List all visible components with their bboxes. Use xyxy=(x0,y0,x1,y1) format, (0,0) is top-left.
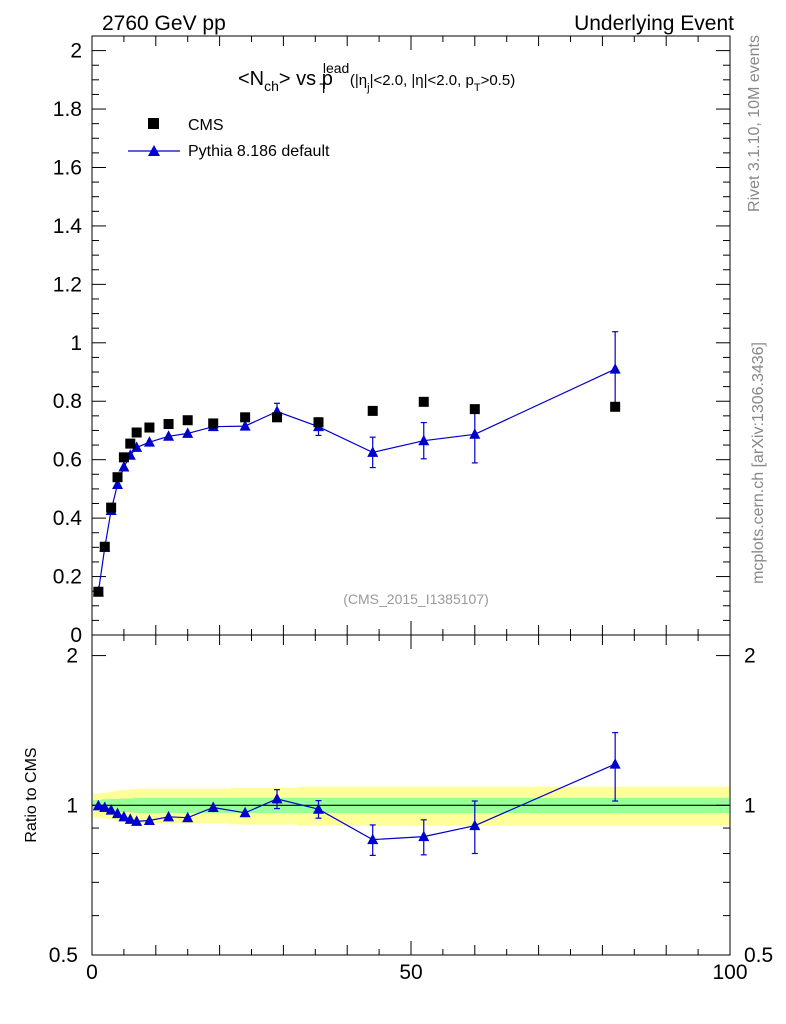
ratio-tick-label-right: 0.5 xyxy=(744,944,773,967)
y-tick-label: 0.2 xyxy=(53,566,82,589)
legend-pythia-marker xyxy=(148,145,160,156)
pythia-point xyxy=(131,441,143,452)
pythia-point xyxy=(182,427,194,438)
pythia-point xyxy=(112,478,124,490)
legend-pythia-label: Pythia 8.186 default xyxy=(188,143,330,160)
ratio-point xyxy=(99,801,111,812)
ratio-tick-label-left: 0.5 xyxy=(49,944,78,967)
cms-series xyxy=(93,396,621,597)
cms-point xyxy=(272,412,283,423)
ratio-tick-label-right: 1 xyxy=(744,794,756,817)
ratio-point xyxy=(469,819,481,831)
x-tick-label: 100 xyxy=(712,961,747,984)
ratio-tick-label-left: 2 xyxy=(66,645,78,668)
pythia-point xyxy=(143,436,155,447)
ratio-uncertainty-band xyxy=(92,786,730,826)
x-tick-label: 50 xyxy=(399,961,422,984)
pythia-point xyxy=(163,430,175,441)
y-tick-label: 1.6 xyxy=(53,156,82,179)
cms-point xyxy=(118,452,129,463)
cms-point xyxy=(367,405,378,416)
y-tick-label: 2 xyxy=(70,40,82,63)
ratio-point xyxy=(367,833,379,845)
header-right: Underlying Event xyxy=(574,12,734,35)
pythia-point xyxy=(118,460,130,472)
plot-title: <Nch> vs plead T (|ηj|<2.0, |η|<2.0, pT>0.… xyxy=(238,60,515,96)
ratio-point xyxy=(131,815,143,826)
ratio-point xyxy=(182,811,194,823)
legend-cms-marker xyxy=(148,118,159,129)
cms-point xyxy=(240,412,251,423)
ratio-point xyxy=(105,804,117,815)
ratio-point xyxy=(271,792,283,804)
y-tick-label: 0.8 xyxy=(53,390,82,413)
cms-point xyxy=(610,401,621,412)
ratio-point xyxy=(312,803,324,814)
pythia-series xyxy=(92,331,621,597)
ratio-series xyxy=(92,732,621,856)
pythia-point xyxy=(469,428,481,439)
ratio-y-axis-label: Ratio to CMS xyxy=(23,747,40,842)
cms-point xyxy=(125,438,136,449)
header-left: 2760 GeV pp xyxy=(102,12,226,35)
ratio-point xyxy=(207,801,219,812)
ratio-point xyxy=(118,810,130,822)
mcplots-label: mcplots.cern.ch [arXiv:1306.3436] xyxy=(750,342,767,584)
cms-point xyxy=(469,404,480,415)
ratio-point xyxy=(92,799,104,811)
cms-point xyxy=(182,415,193,426)
cms-point xyxy=(112,472,123,483)
y-tick-label: 1.4 xyxy=(53,215,83,238)
y-tick-label: 1 xyxy=(70,332,82,355)
ratio-point xyxy=(609,758,621,769)
ratio-point xyxy=(418,830,430,842)
cms-point xyxy=(99,541,110,552)
ratio-tick-label-right: 2 xyxy=(744,645,756,668)
pythia-point xyxy=(609,363,621,374)
y-tick-label: 1.2 xyxy=(53,273,82,296)
ratio-point xyxy=(124,813,136,824)
rivet-label: Rivet 3.1.10, 10M events xyxy=(746,35,763,212)
ratio-point xyxy=(239,806,251,818)
cms-point xyxy=(93,586,104,597)
pythia-point xyxy=(418,434,430,446)
cms-point xyxy=(144,422,155,433)
pythia-point xyxy=(239,420,251,431)
cms-point xyxy=(313,417,324,428)
cms-point xyxy=(208,418,219,429)
analysis-identifier: (CMS_2015_I1385107) xyxy=(343,591,489,607)
y-tick-label: 0 xyxy=(70,624,82,647)
legend-cms-label: CMS xyxy=(188,117,224,134)
cms-point xyxy=(131,427,142,438)
y-tick-label: 1.8 xyxy=(53,98,82,121)
y-tick-label: 0.6 xyxy=(53,449,82,472)
cms-point xyxy=(163,419,174,430)
pythia-point xyxy=(367,446,379,457)
cms-point xyxy=(106,502,117,513)
cms-point xyxy=(418,396,429,407)
pythia-line xyxy=(97,368,616,592)
ratio-point xyxy=(112,807,124,819)
ratio-tick-label-left: 1 xyxy=(66,794,78,817)
axis-ticks xyxy=(91,36,731,956)
y-tick-label: 0.4 xyxy=(53,507,83,530)
ratio-point xyxy=(163,810,175,822)
x-tick-label: 0 xyxy=(86,961,98,984)
ratio-point xyxy=(143,814,155,826)
